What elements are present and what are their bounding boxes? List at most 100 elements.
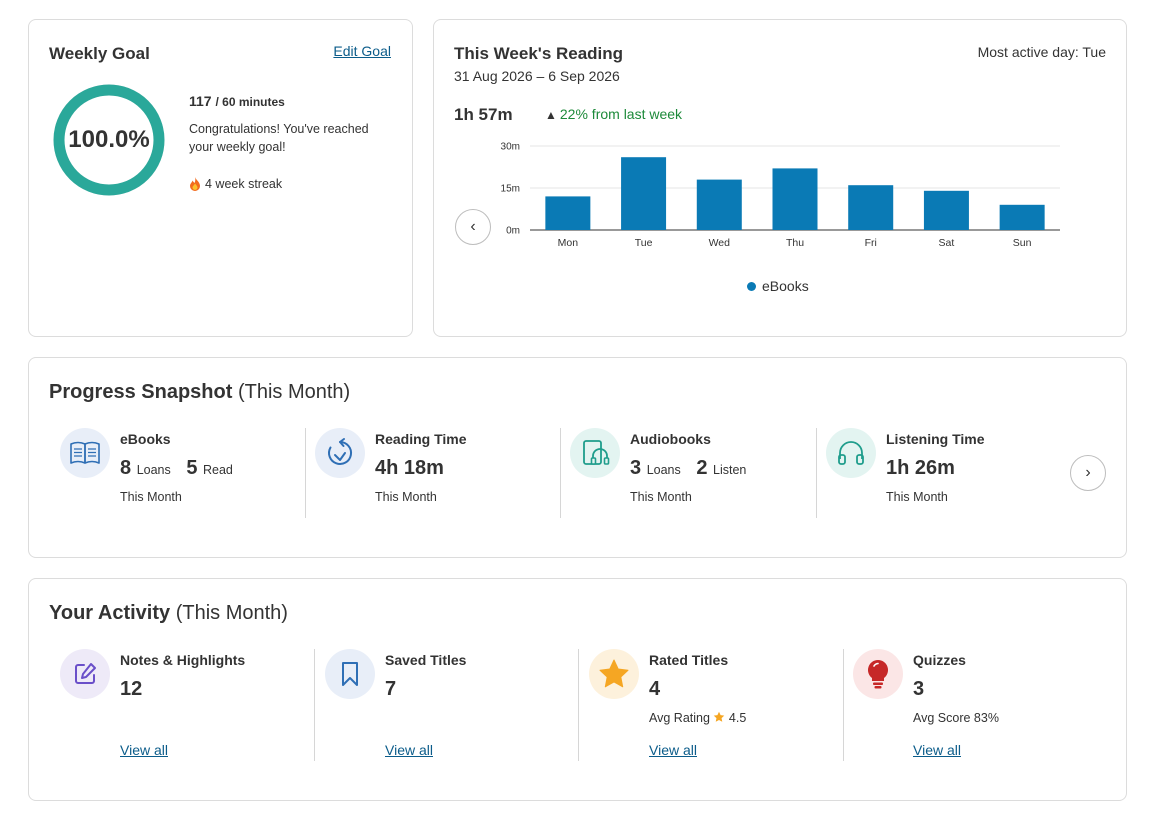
x-tick-label: Tue xyxy=(635,237,653,249)
bar-tue[interactable] xyxy=(621,157,667,230)
activity-rated-avg: Avg Rating 4.5 xyxy=(649,711,746,725)
activity-quizzes-score: Avg Score 83% xyxy=(913,711,999,725)
weekly-change: ▲ 22% from last week xyxy=(545,106,682,122)
snapshot-reading-time-label: Reading Time xyxy=(375,431,467,447)
weekly-reading-chart: 0m 15m 30m Mon Tue Wed Thu Fri Sat Sun xyxy=(501,142,1060,249)
x-tick-label: Mon xyxy=(558,237,579,249)
clock-refresh-icon xyxy=(315,428,365,478)
star-icon xyxy=(589,649,639,699)
weekly-goal-title: Weekly Goal xyxy=(49,44,150,63)
fire-icon xyxy=(190,177,200,191)
lightbulb-icon xyxy=(853,649,903,699)
bar-thu[interactable] xyxy=(772,168,818,230)
goal-streak: 4 week streak xyxy=(189,177,282,191)
goal-streak-text: 4 week streak xyxy=(205,177,283,191)
activity-quizzes-value: 3 xyxy=(913,678,925,700)
divider xyxy=(578,649,579,761)
divider xyxy=(314,649,315,761)
notes-view-all-link[interactable]: View all xyxy=(120,742,168,758)
goal-percent: 100.0% xyxy=(68,126,150,153)
small-star-icon xyxy=(714,711,725,722)
y-tick-label: 15m xyxy=(501,184,520,195)
snapshot-listening-time-label: Listening Time xyxy=(886,431,985,447)
snapshot-ebooks[interactable]: eBooks 8 Loans 5 Read This Month xyxy=(60,426,300,520)
divider xyxy=(843,649,844,761)
goal-progress-ring-fill xyxy=(53,84,165,196)
quizzes-view-all-link[interactable]: View all xyxy=(913,742,961,758)
goal-minutes: 117 / 60 minutes xyxy=(189,93,285,109)
tablet-headphones-icon xyxy=(570,428,620,478)
x-tick-label: Sun xyxy=(1013,237,1032,249)
activity-rated-titles: Rated Titles 4 Avg Rating 4.5 View all xyxy=(589,647,839,762)
trend-up-icon: ▲ xyxy=(545,108,557,122)
bar-wed[interactable] xyxy=(696,179,742,230)
activity-saved-value: 7 xyxy=(385,678,397,700)
snapshot-audiobooks-period: This Month xyxy=(630,490,692,504)
ebooks-loans-unit: Loans xyxy=(136,463,171,477)
bookmark-icon xyxy=(325,649,375,699)
audiobooks-loans-unit: Loans xyxy=(646,463,681,477)
divider xyxy=(816,428,817,518)
snapshot-reading-time-period: This Month xyxy=(375,490,437,504)
ebooks-read-unit: Read xyxy=(203,463,233,477)
activity-saved-titles: Saved Titles 7 View all xyxy=(325,647,575,762)
ebooks-read-count: 5 xyxy=(186,457,198,479)
activity-saved-label: Saved Titles xyxy=(385,652,467,668)
bar-mon[interactable] xyxy=(545,196,591,230)
goal-progress-ring xyxy=(53,84,165,196)
weekly-reading-card: This Week's Reading 31 Aug 2026 – 6 Sep … xyxy=(433,19,1127,337)
weekly-change-text: 22% from last week xyxy=(559,106,683,122)
chevron-right-icon: › xyxy=(1085,464,1091,481)
audiobooks-listen-unit: Listen xyxy=(713,463,747,477)
progress-snapshot-heading: Progress Snapshot xyxy=(49,381,233,403)
snapshot-next-button[interactable]: › xyxy=(1070,455,1106,491)
weekly-goal-card: Weekly Goal Edit Goal 100.0% 117 / 60 mi… xyxy=(28,19,413,337)
activity-quizzes: Quizzes 3 Avg Score 83% View all xyxy=(853,647,1103,762)
weekly-total-time: 1h 57m xyxy=(454,105,513,124)
audiobooks-listen-count: 2 xyxy=(696,457,708,479)
y-tick-label: 0m xyxy=(506,226,520,237)
snapshot-ebooks-value: 8 Loans 5 Read xyxy=(120,457,243,480)
activity-notes-value: 12 xyxy=(120,678,143,700)
most-active-day: Most active day: Tue xyxy=(977,44,1106,60)
x-tick-label: Sat xyxy=(939,237,955,249)
snapshot-listening-time-value: 1h 26m xyxy=(886,457,955,479)
snapshot-audiobooks[interactable]: Audiobooks 3 Loans 2 Listen This Month xyxy=(570,426,810,520)
avg-rating-label: Avg Rating xyxy=(649,711,710,725)
weekly-reading-title: This Week's Reading xyxy=(454,44,624,63)
ebooks-loans-count: 8 xyxy=(120,457,132,479)
rated-view-all-link[interactable]: View all xyxy=(649,742,697,758)
snapshot-ebooks-period: This Month xyxy=(120,490,182,504)
activity-notes-label: Notes & Highlights xyxy=(120,652,246,668)
goal-minutes-done: 117 xyxy=(189,93,212,109)
edit-goal-link[interactable]: Edit Goal xyxy=(333,43,391,59)
snapshot-audiobooks-value: 3 Loans 2 Listen xyxy=(630,457,756,480)
bar-sat[interactable] xyxy=(923,190,969,230)
activity-quizzes-label: Quizzes xyxy=(913,652,966,668)
headphones-icon xyxy=(826,428,876,478)
bar-sun[interactable] xyxy=(999,204,1045,230)
your-activity-card: Your Activity (This Month) Notes & Highl… xyxy=(28,578,1127,801)
activity-rated-label: Rated Titles xyxy=(649,652,729,668)
snapshot-listening-time[interactable]: Listening Time 1h 26m This Month xyxy=(826,426,1046,520)
goal-minutes-target: / 60 minutes xyxy=(215,95,285,109)
saved-view-all-link[interactable]: View all xyxy=(385,742,433,758)
snapshot-reading-time-value: 4h 18m xyxy=(375,457,444,479)
snapshot-reading-time[interactable]: Reading Time 4h 18m This Month xyxy=(315,426,555,520)
legend-label-ebooks: eBooks xyxy=(762,278,809,294)
progress-snapshot-card: Progress Snapshot (This Month) eBooks 8 … xyxy=(28,357,1127,558)
previous-week-button[interactable]: ‹ xyxy=(455,209,491,245)
x-tick-label: Thu xyxy=(786,237,804,249)
activity-notes: Notes & Highlights 12 View all xyxy=(60,647,310,762)
bar-fri[interactable] xyxy=(848,185,894,230)
x-tick-label: Wed xyxy=(709,237,731,249)
your-activity-heading: Your Activity xyxy=(49,602,171,624)
weekly-reading-dates: 31 Aug 2026 – 6 Sep 2026 xyxy=(454,68,620,84)
edit-note-icon xyxy=(60,649,110,699)
snapshot-listening-time-period: This Month xyxy=(886,490,948,504)
divider xyxy=(560,428,561,518)
chevron-left-icon: ‹ xyxy=(470,218,476,235)
your-activity-period: (This Month) xyxy=(175,602,288,624)
snapshot-ebooks-label: eBooks xyxy=(120,431,171,447)
progress-snapshot-title: Progress Snapshot (This Month) xyxy=(49,381,350,404)
